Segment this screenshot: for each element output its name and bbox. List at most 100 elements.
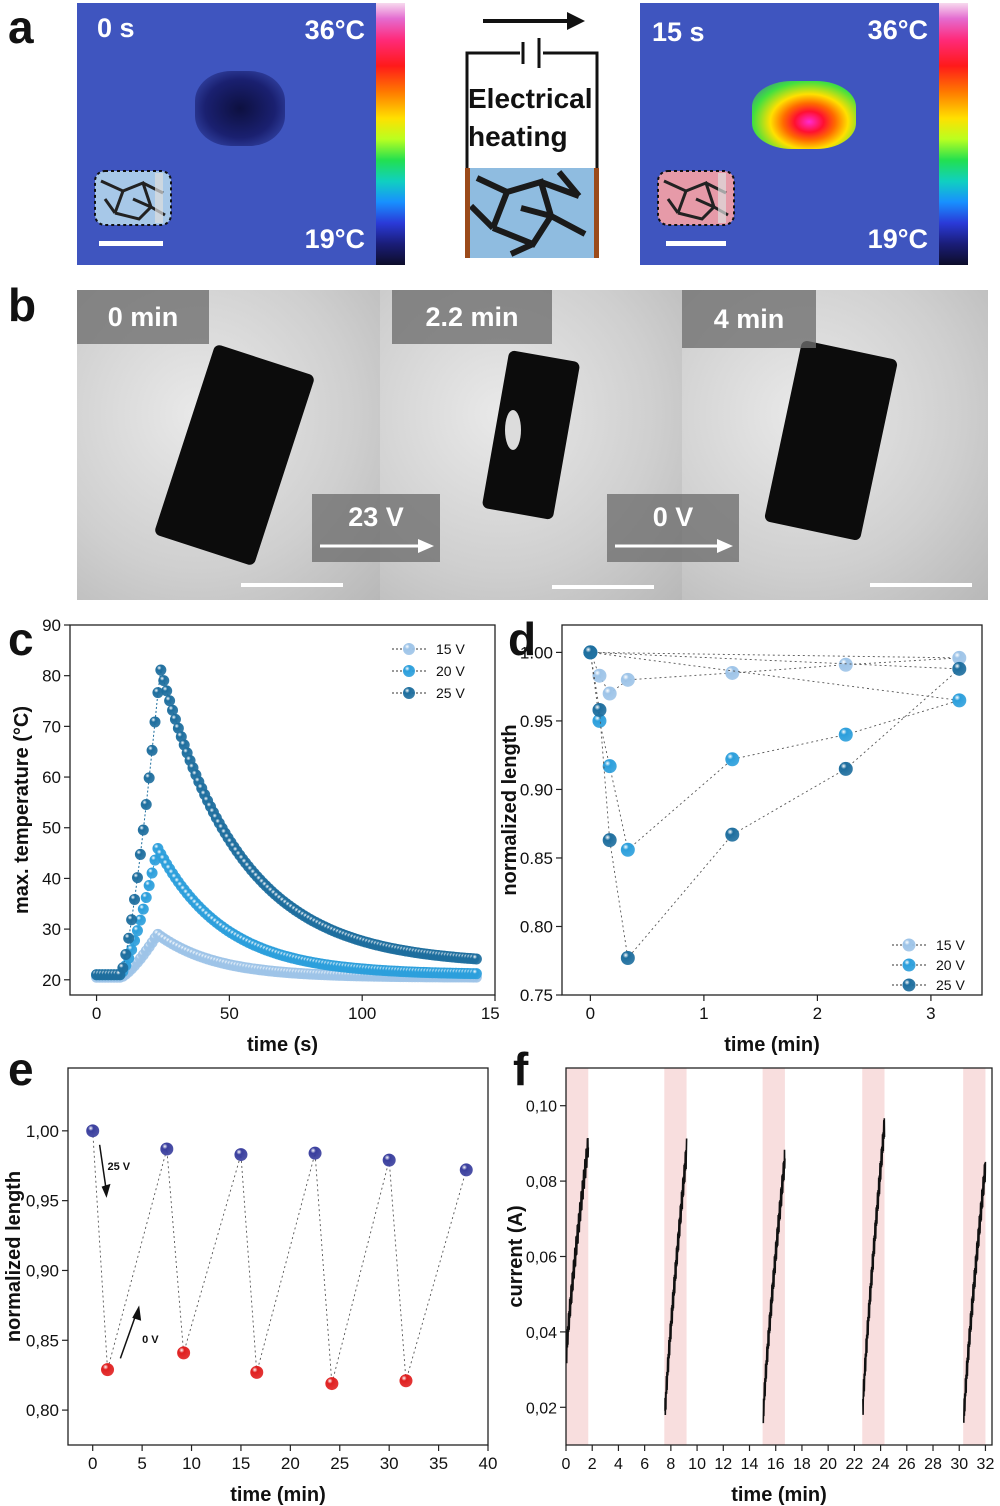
data-point: [131, 872, 143, 884]
y-tick-label: 0,06: [526, 1250, 557, 1267]
data-point: [602, 686, 617, 701]
thermal-image-0s: 0 s 36°C 19°C: [77, 3, 377, 265]
x-tick-label: 150: [481, 1004, 500, 1023]
data-point-on: [399, 1374, 413, 1388]
data-point-on: [177, 1346, 191, 1360]
legend-label: 20 V: [936, 957, 965, 973]
data-point-on: [250, 1365, 264, 1379]
x-tick-label: 32: [977, 1456, 995, 1473]
data-point: [155, 664, 167, 676]
data-point: [838, 727, 853, 742]
hot-sample-blob: [752, 81, 856, 149]
legend-marker: [403, 643, 415, 655]
series-line: [589, 651, 960, 695]
y-axis-label: max. temperature (°C): [11, 706, 33, 914]
x-tick-label: 1: [699, 1004, 708, 1023]
y-axis-label: current (A): [505, 1205, 527, 1307]
data-point: [129, 893, 141, 905]
color-scale-bar: [376, 3, 405, 265]
data-point: [592, 713, 607, 728]
legend-marker: [403, 665, 415, 677]
data-point-off: [160, 1142, 174, 1156]
chart-f-current: 0 2 4 6 8 10 12 14 16 18 20 22 24 26 28 30 320,020,040,0…: [505, 1067, 995, 1506]
data-point: [152, 687, 164, 699]
y-tick-label: 70: [42, 717, 61, 736]
right-arrow-icon: [320, 539, 434, 553]
x-tick-label: 2: [813, 1004, 822, 1023]
data-point: [120, 949, 132, 961]
y-tick-label: 30: [42, 920, 61, 939]
data-point: [172, 722, 184, 734]
x-tick-label: 40: [479, 1454, 498, 1473]
data-point: [134, 848, 146, 860]
data-point: [838, 761, 853, 776]
arrow-25v: [98, 1144, 108, 1193]
series-line: [96, 669, 477, 976]
legend-marker: [403, 687, 415, 699]
y-tick-label: 0.75: [520, 986, 553, 1005]
y-tick-label: 90: [42, 616, 61, 635]
plot-frame: [69, 624, 496, 996]
data-point: [137, 903, 149, 915]
x-tick-label: 18: [793, 1456, 811, 1473]
x-tick-label: 2: [588, 1456, 597, 1473]
x-tick-label: 30: [380, 1454, 399, 1473]
x-tick-label: 50: [220, 1004, 239, 1023]
panel-label-c: c: [8, 613, 34, 665]
panel-label-f: f: [513, 1043, 529, 1095]
data-point: [592, 668, 607, 683]
y-tick-label: 0,95: [26, 1192, 59, 1211]
x-axis-label: time (min): [731, 1484, 827, 1506]
scale-bar: [241, 583, 343, 587]
current-trace: [862, 1118, 886, 1415]
data-point: [725, 665, 740, 680]
data-point: [592, 702, 607, 717]
tmax-label: 36°C: [867, 15, 928, 45]
legend-marker: [902, 938, 916, 952]
data-point: [137, 824, 149, 836]
plot-frame: [561, 624, 983, 996]
x-tick-label: 0: [88, 1454, 97, 1473]
data-point: [158, 675, 170, 687]
data-point: [725, 752, 740, 767]
data-point: [952, 693, 967, 708]
tmax-label: 36°C: [304, 15, 365, 45]
chart-c-max-temperature: 0 50 100 150 20 30 40 50 60 70 80 90 time (s) max. te…: [11, 616, 500, 1056]
data-point: [164, 695, 176, 707]
x-tick-label: 20: [281, 1454, 300, 1473]
legend-label: 25 V: [436, 685, 465, 701]
y-tick-label: 1,00: [26, 1122, 59, 1141]
x-tick-label: 26: [898, 1456, 916, 1473]
scale-bar: [870, 583, 972, 587]
voltage-on-box: 23 V: [312, 494, 440, 562]
frame-time-label: 2.2 min: [392, 290, 552, 344]
y-axis-label: normalized length: [3, 1171, 25, 1342]
x-tick-label: 0: [562, 1456, 571, 1473]
current-trace: [565, 1137, 590, 1364]
x-tick-label: 0: [586, 1004, 595, 1023]
data-point: [143, 772, 155, 784]
arrow-0v: [119, 1310, 138, 1359]
x-tick-label: 30: [950, 1456, 968, 1473]
y-tick-label: 0,90: [26, 1261, 59, 1280]
y-tick-label: 0,04: [526, 1325, 557, 1342]
x-tick-label: 14: [741, 1456, 759, 1473]
x-tick-label: 28: [924, 1456, 942, 1473]
x-tick-label: 8: [666, 1456, 675, 1473]
arrow-head: [132, 1305, 142, 1321]
y-tick-label: 50: [42, 819, 61, 838]
scale-bar: [552, 585, 654, 589]
legend-marker: [902, 978, 916, 992]
panel-label-a: a: [8, 1, 34, 53]
right-arrow-icon: [615, 539, 733, 553]
data-point-off: [86, 1124, 100, 1138]
legend-label: 15 V: [436, 641, 465, 657]
diagram-caption-line2: heating: [468, 121, 568, 152]
data-point: [620, 951, 635, 965]
time-label-0s: 0 s: [97, 13, 135, 43]
photo-frame-2-2min: 2.2 min: [380, 290, 682, 600]
panel-label-b: b: [8, 279, 37, 331]
x-tick-label: 5: [137, 1454, 146, 1473]
current-trace: [963, 1161, 987, 1423]
x-tick-label: 10: [688, 1456, 706, 1473]
